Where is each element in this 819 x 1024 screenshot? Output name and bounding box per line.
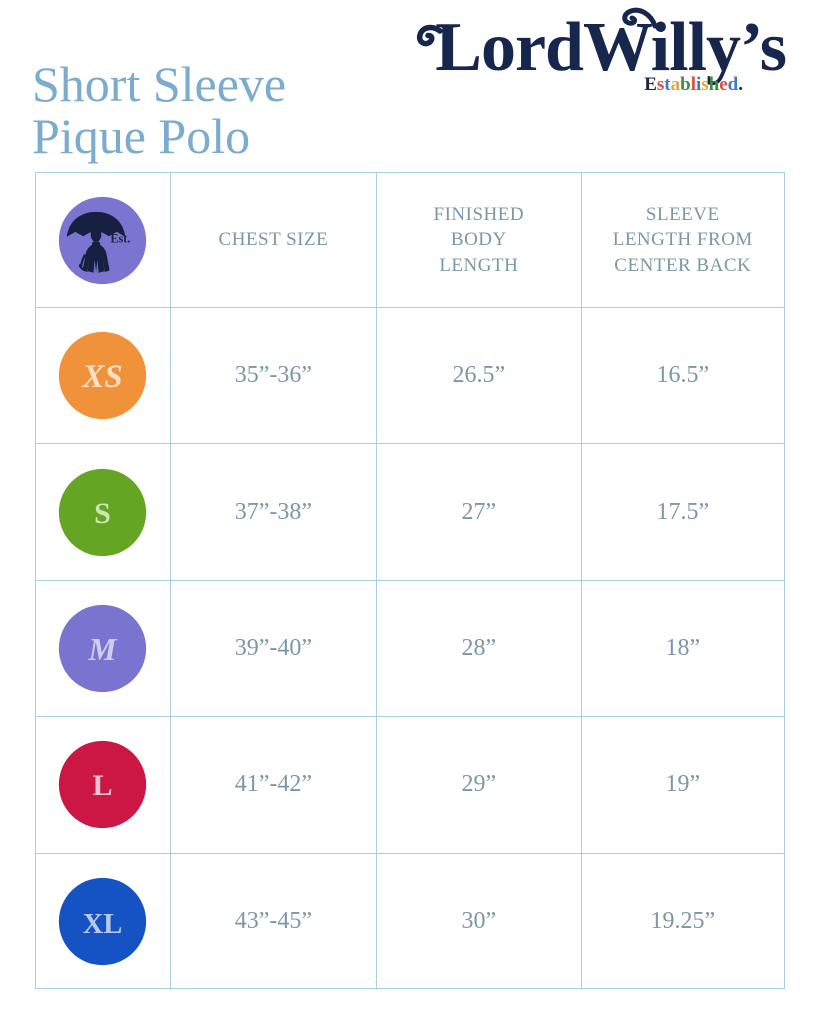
svg-text:M: M — [88, 632, 118, 667]
svg-text:Established.: Established. — [644, 74, 743, 95]
svg-text:XS: XS — [82, 359, 123, 395]
svg-text:S: S — [94, 497, 111, 530]
svg-text:L: L — [93, 770, 113, 803]
svg-text:Est.: Est. — [111, 231, 131, 245]
svg-text:XL: XL — [83, 909, 123, 940]
